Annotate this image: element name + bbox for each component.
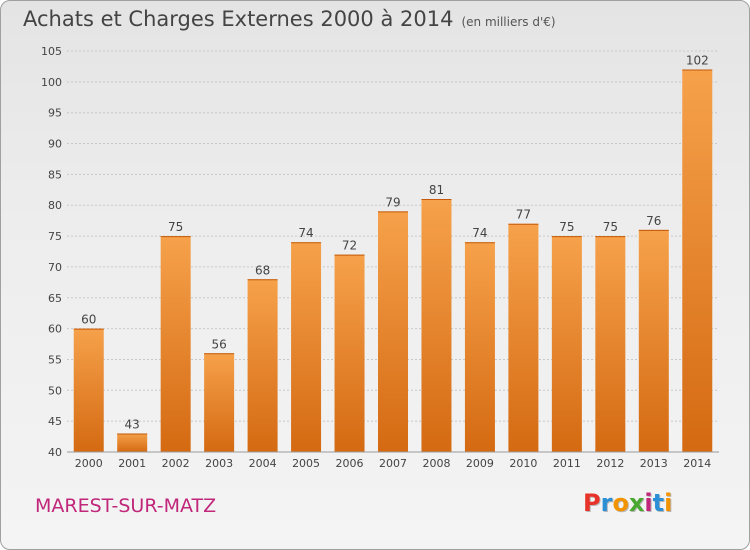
- y-tick-label: 70: [48, 261, 62, 274]
- data-label: 72: [342, 239, 357, 253]
- y-tick-label: 90: [48, 138, 62, 151]
- bar: [508, 223, 539, 452]
- city-name: MAREST-SUR-MATZ: [35, 495, 217, 517]
- data-label: 102: [686, 54, 709, 68]
- x-tick-label: 2010: [509, 457, 537, 470]
- x-tick-label: 2003: [205, 457, 233, 470]
- bar: [291, 242, 322, 452]
- logo-letter: x: [628, 489, 645, 517]
- x-tick-label: 2006: [336, 457, 364, 470]
- data-label: 75: [168, 220, 183, 234]
- logo-letter: r: [600, 489, 613, 517]
- x-tick-label: 2011: [553, 457, 581, 470]
- bar: [421, 199, 452, 452]
- bar: [464, 242, 495, 452]
- bar: [682, 69, 713, 452]
- logo-letter: P: [583, 489, 601, 517]
- data-label: 60: [81, 313, 96, 327]
- y-tick-label: 65: [48, 292, 62, 305]
- logo-letter: t: [652, 489, 665, 517]
- y-tick-label: 75: [48, 230, 62, 243]
- data-label: 74: [298, 226, 313, 240]
- y-tick-label: 95: [48, 107, 62, 120]
- y-tick-label: 60: [48, 323, 62, 336]
- x-tick-label: 2012: [596, 457, 624, 470]
- x-tick-label: 2014: [683, 457, 711, 470]
- y-tick-label: 40: [48, 446, 62, 459]
- data-label: 68: [255, 263, 270, 277]
- bar: [160, 236, 191, 452]
- x-tick-label: 2013: [640, 457, 668, 470]
- y-tick-label: 50: [48, 384, 62, 397]
- data-label: 76: [646, 214, 661, 228]
- bar: [378, 211, 408, 452]
- bar: [204, 353, 235, 452]
- bar: [551, 236, 582, 452]
- y-tick-label: 100: [41, 76, 62, 89]
- y-tick-label: 55: [48, 353, 62, 366]
- y-tick-label: 80: [48, 199, 62, 212]
- proxiti-logo: Proxiti: [583, 489, 672, 517]
- bar: [247, 279, 278, 452]
- logo-letter: i: [644, 489, 653, 517]
- x-tick-label: 2005: [292, 457, 320, 470]
- y-tick-label: 45: [48, 415, 62, 428]
- data-label: 56: [211, 337, 226, 351]
- logo-letter: i: [664, 489, 673, 517]
- x-tick-label: 2008: [422, 457, 450, 470]
- data-label: 74: [472, 226, 487, 240]
- x-tick-label: 2004: [249, 457, 277, 470]
- bar: [117, 433, 148, 452]
- data-label: 81: [429, 183, 444, 197]
- bar: [334, 254, 365, 452]
- chart-title: Achats et Charges Externes 2000 à 2014 (e…: [23, 7, 556, 31]
- data-label: 75: [559, 220, 574, 234]
- x-tick-label: 2002: [162, 457, 190, 470]
- x-tick-label: 2007: [379, 457, 407, 470]
- x-tick-label: 2009: [466, 457, 494, 470]
- bar: [595, 236, 626, 452]
- chart-subtitle: (en milliers d'€): [461, 15, 556, 29]
- x-tick-label: 2001: [118, 457, 146, 470]
- y-tick-label: 85: [48, 168, 62, 181]
- title-text: Achats et Charges Externes 2000 à 2014: [23, 7, 454, 31]
- logo-letter: o: [612, 489, 629, 517]
- data-label: 77: [516, 208, 531, 222]
- data-label: 79: [385, 195, 400, 209]
- bar: [638, 229, 669, 452]
- bar: [73, 328, 104, 452]
- data-label: 75: [603, 220, 618, 234]
- x-tick-label: 2000: [75, 457, 103, 470]
- data-label: 43: [125, 417, 140, 431]
- y-tick-label: 105: [41, 45, 62, 58]
